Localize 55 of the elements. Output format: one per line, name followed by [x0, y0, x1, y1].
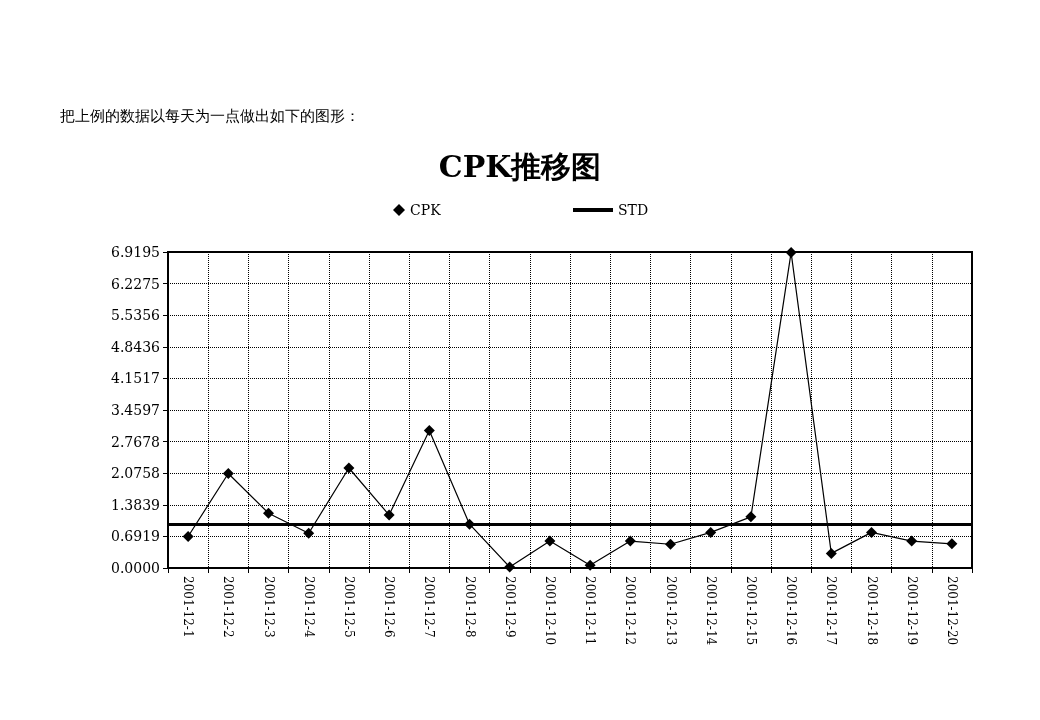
x-tick-label: 2001-12-13 — [663, 576, 678, 646]
legend-label: STD — [618, 202, 649, 218]
point — [182, 530, 194, 542]
x-tick-label: 2001-12-8 — [462, 576, 477, 638]
y-tick-label: 2.0758 — [111, 465, 160, 482]
point — [504, 561, 516, 573]
point — [624, 535, 636, 547]
y-tick-label: 0.6919 — [111, 528, 160, 545]
point — [785, 246, 797, 258]
x-tick-label: 2001-12-10 — [542, 576, 557, 646]
y-tick-label: 6.2275 — [111, 275, 160, 292]
point — [705, 526, 717, 538]
point — [464, 518, 475, 530]
point — [423, 425, 435, 437]
y-tick-label: 4.8436 — [111, 338, 161, 355]
x-tick-label: 2001-12-19 — [904, 576, 919, 646]
y-tick-label: 6.9195 — [111, 244, 160, 260]
x-tick-label: 2001-12-2 — [221, 576, 236, 638]
point — [222, 467, 234, 479]
text: 把上例的数据以每天为一点做出如下的图形： — [60, 106, 360, 125]
x-tick-label: 2001-12-18 — [864, 576, 879, 646]
point — [906, 535, 918, 547]
x-tick-label: 2001-12-9 — [502, 576, 517, 638]
x-tick-label: 2001-12-1 — [181, 576, 196, 638]
x-tick-label: 2001-12-11 — [583, 576, 598, 646]
y-tick-label: 0.0000 — [111, 560, 160, 576]
x-tick-label: 2001-12-6 — [382, 576, 397, 638]
x-tick-label: 2001-12-16 — [784, 576, 799, 646]
chart-title: CPK推移图 — [438, 148, 602, 184]
point — [303, 527, 315, 539]
legend-label: CPK — [410, 202, 442, 218]
y-tick-label: 2.7678 — [111, 433, 160, 450]
point — [343, 462, 355, 474]
y-tick-label: 3.4597 — [111, 402, 160, 418]
point — [665, 538, 676, 550]
point — [825, 547, 837, 559]
x-tick-label: 2001-12-20 — [944, 576, 959, 646]
x-tick-label: 2001-12-12 — [623, 576, 638, 646]
y-tick-label: 5.5356 — [111, 307, 161, 324]
x-tick-label: 2001-12-15 — [743, 576, 758, 646]
x-tick-label: 2001-12-4 — [301, 576, 316, 638]
y-tick-label: 1.3839 — [111, 496, 160, 513]
point — [584, 559, 596, 571]
point — [745, 511, 757, 523]
point — [263, 507, 274, 519]
point — [383, 509, 395, 521]
point — [866, 526, 877, 538]
point — [946, 538, 958, 550]
x-tick-label: 2001-12-3 — [261, 576, 276, 638]
x-tick-label: 2001-12-14 — [703, 576, 718, 646]
x-tick-label: 2001-12-7 — [422, 576, 437, 638]
x-tick-label: 2001-12-17 — [824, 576, 839, 646]
point — [544, 535, 556, 547]
x-tick-label: 2001-12-5 — [341, 576, 356, 638]
y-tick-label: 4.1517 — [111, 370, 160, 387]
